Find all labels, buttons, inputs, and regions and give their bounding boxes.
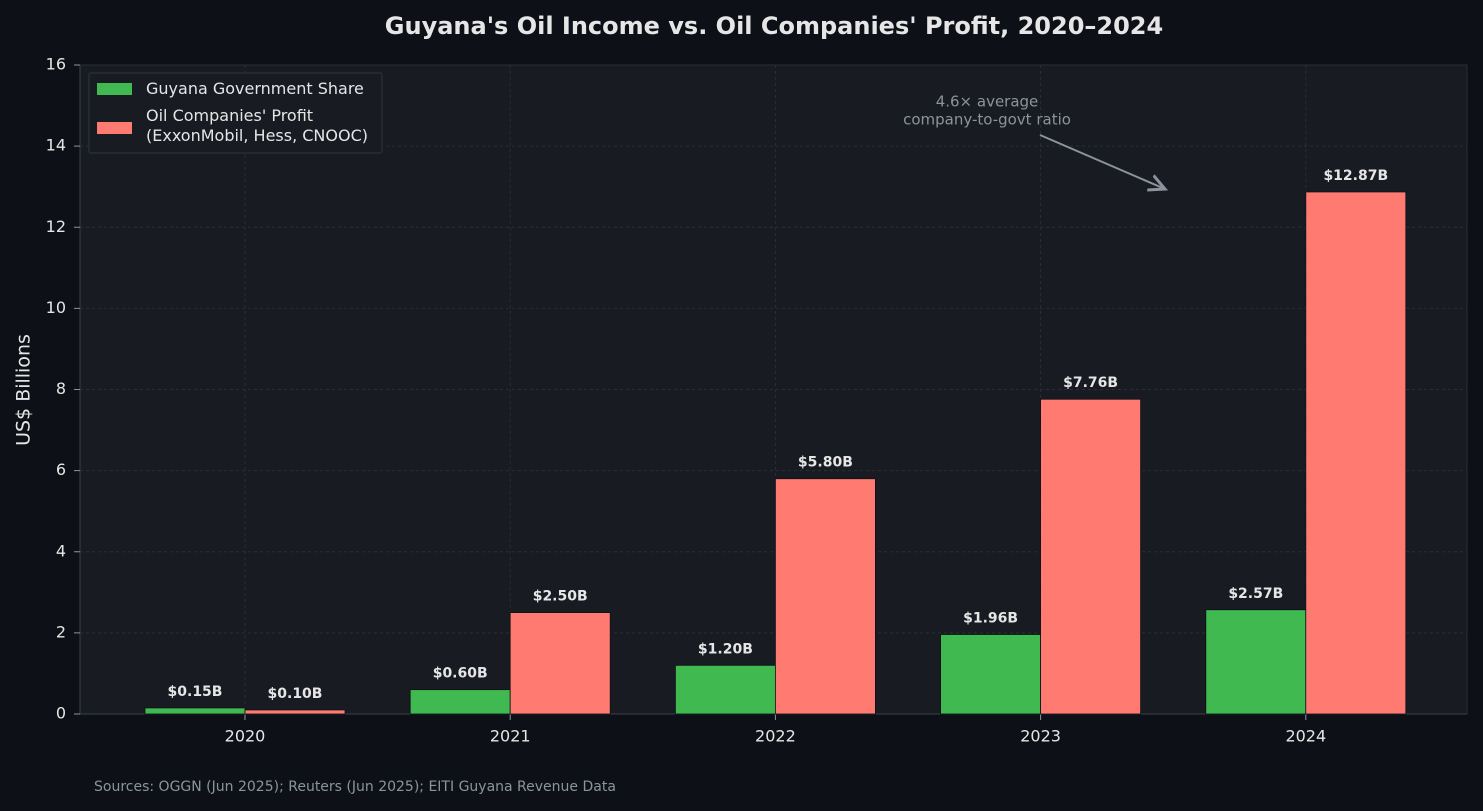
legend-swatch: [97, 122, 132, 134]
annotation: 4.6× average: [936, 93, 1039, 111]
x-tick-label: 2021: [490, 727, 531, 746]
y-tick-label: 2: [56, 622, 66, 641]
bar: [775, 478, 876, 715]
value-label: $1.20B: [698, 641, 753, 657]
bar: [244, 709, 346, 715]
value-label: $2.50B: [533, 589, 588, 605]
value-label: $0.10B: [268, 686, 323, 702]
value-label: $0.15B: [168, 684, 223, 700]
bar: [1305, 191, 1407, 715]
y-tick-label: 16: [46, 55, 66, 74]
bar: [409, 689, 511, 715]
annotation-arrow: [1039, 134, 1165, 189]
value-label: $7.76B: [1063, 375, 1118, 391]
y-tick-label: 10: [46, 298, 66, 317]
bar: [675, 664, 776, 715]
caption: Sources: OGGN (Jun 2025); Reuters (Jun 2…: [94, 779, 616, 795]
bar: [1040, 398, 1141, 715]
value-label: $12.87B: [1323, 168, 1388, 184]
plot-area: [79, 64, 1468, 715]
x-tick-label: 2024: [1285, 727, 1326, 746]
y-tick-label: 12: [46, 217, 66, 236]
legend-box: [88, 72, 383, 154]
legend-swatch: [97, 83, 132, 95]
legend-label: Oil Companies' Profit (ExxonMobil, Hess, …: [146, 106, 368, 145]
x-tick-label: 2022: [755, 727, 796, 746]
y-tick-label: 8: [56, 379, 66, 398]
y-axis-label: US$ Billions: [13, 334, 35, 446]
value-label: $5.80B: [798, 455, 853, 471]
bar: [144, 707, 246, 715]
chart-title: Guyana's Oil Income vs. Oil Companies' P…: [385, 12, 1163, 40]
y-tick-label: 14: [46, 136, 66, 155]
x-tick-label: 2020: [225, 727, 266, 746]
bar: [509, 612, 611, 715]
bar: [940, 634, 1041, 715]
annotation: company-to-govt ratio: [903, 111, 1071, 129]
value-label: $2.57B: [1228, 586, 1283, 602]
value-label: $0.60B: [433, 666, 488, 682]
x-tick-label: 2023: [1020, 727, 1061, 746]
legend: Guyana Government Share Oil Companies' Pr…: [88, 72, 383, 154]
y-tick-label: 0: [56, 704, 66, 723]
bar: [1205, 609, 1307, 715]
legend-label: Guyana Government Share: [146, 79, 364, 98]
y-tick-label: 4: [56, 541, 66, 560]
value-label: $1.96B: [963, 610, 1018, 626]
y-tick-label: 6: [56, 460, 66, 479]
